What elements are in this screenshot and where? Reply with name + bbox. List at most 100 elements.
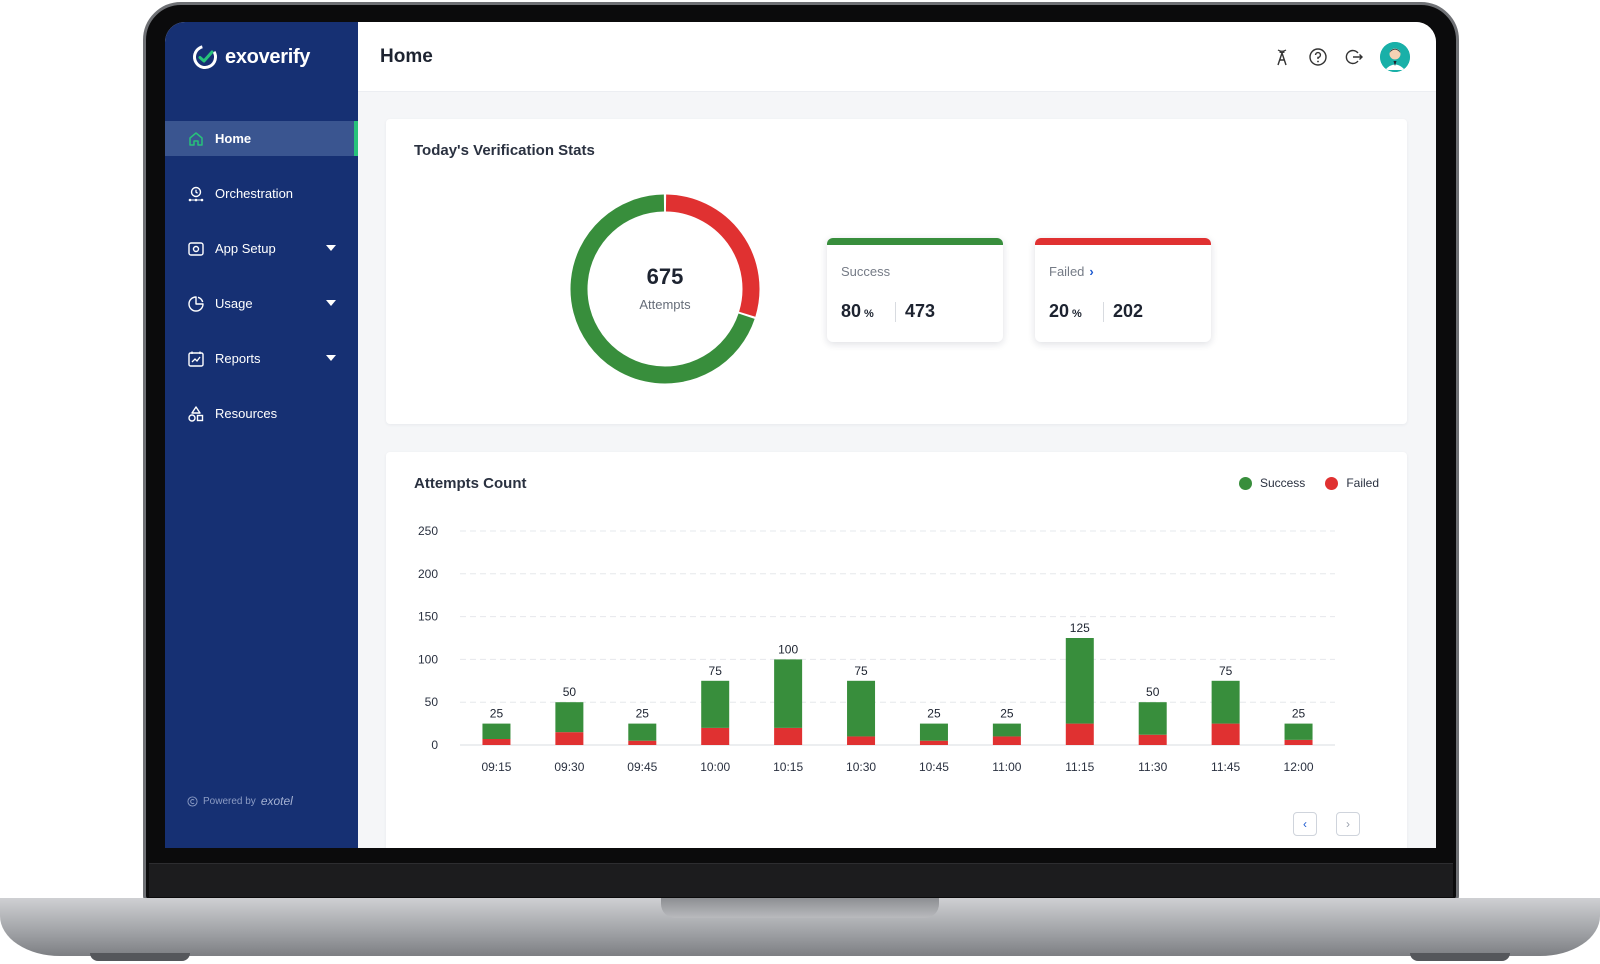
sidebar-item-label: Orchestration <box>215 186 294 201</box>
sidebar-item-app-setup[interactable]: App Setup <box>165 231 358 266</box>
bar-segment-failed[interactable] <box>1284 739 1313 745</box>
bar-total-label: 50 <box>1146 685 1160 699</box>
failed-stat-card[interactable]: Failed › 20% 202 <box>1035 238 1211 342</box>
failed-color-bar <box>1035 238 1211 245</box>
success-count: 473 <box>905 301 936 321</box>
bar-segment-failed[interactable] <box>628 740 657 745</box>
legend-item-failed[interactable]: Failed <box>1325 476 1379 490</box>
chevron-down-icon[interactable] <box>326 245 336 251</box>
sidebar-item-label: Usage <box>215 296 253 311</box>
sidebar: exoverify Home Orchestration App Setup <box>165 22 358 848</box>
sidebar-item-label: Resources <box>215 406 278 421</box>
x-tick-label: 11:45 <box>1211 760 1240 774</box>
donut-slice-failed[interactable] <box>665 194 760 317</box>
bar-segment-failed[interactable] <box>482 739 511 745</box>
sidebar-item-label: Home <box>215 131 252 146</box>
failed-label[interactable]: Failed › <box>1049 264 1094 279</box>
x-tick-label: 10:15 <box>773 760 803 774</box>
attempts-count-card: Attempts Count Success Failed 0 50 100 150 2… <box>386 452 1407 848</box>
legend-dot <box>1325 476 1339 490</box>
powered-by: Powered by exotel <box>187 794 293 808</box>
y-tick-label: 50 <box>425 695 439 709</box>
chevron-down-icon[interactable] <box>326 355 336 361</box>
sidebar-item-resources[interactable]: Resources <box>165 396 358 431</box>
legend-label: Success <box>1259 476 1306 490</box>
laptop-foot-right <box>1410 953 1510 961</box>
bar-segment-success[interactable] <box>701 680 730 728</box>
x-tick-label: 12:00 <box>1284 760 1314 774</box>
bar-segment-success[interactable] <box>1138 702 1167 735</box>
bar-total-label: 50 <box>563 685 577 699</box>
bar-segment-failed[interactable] <box>555 732 584 745</box>
bar-segment-success[interactable] <box>482 723 511 740</box>
legend-label: Failed <box>1346 476 1379 490</box>
bar-segment-success[interactable] <box>847 680 876 737</box>
bar-segment-success[interactable] <box>555 702 584 733</box>
sidebar-item-home[interactable]: Home <box>165 121 358 156</box>
bar-segment-success[interactable] <box>1284 723 1313 740</box>
chevron-right-icon[interactable]: › <box>1089 264 1094 279</box>
next-page-button[interactable]: › <box>1336 812 1360 836</box>
total-attempts-label: Attempts <box>639 297 691 312</box>
brand-logo[interactable]: exoverify <box>192 44 310 70</box>
bar-total-label: 75 <box>854 664 868 678</box>
top-header: Home <box>358 22 1436 92</box>
bar-segment-failed[interactable] <box>701 727 730 745</box>
verification-stats-card: Today's Verification Stats 675 Attempts … <box>386 119 1407 424</box>
bar-segment-success[interactable] <box>1211 680 1240 724</box>
help-icon[interactable] <box>1308 47 1328 67</box>
attempts-bar-chart: 0 50 100 150 200 250 25 09:15 50 09:30 25 09:45 75 10… <box>418 524 1335 774</box>
usage-icon <box>187 295 205 313</box>
chevron-down-icon[interactable] <box>326 300 336 306</box>
bar-total-label: 25 <box>1292 707 1306 721</box>
powered-by-brand: exotel <box>260 794 293 808</box>
bar-segment-failed[interactable] <box>1065 723 1094 745</box>
bar-segment-success[interactable] <box>1065 638 1094 724</box>
bar-segment-failed[interactable] <box>1211 723 1240 745</box>
y-tick-label: 150 <box>418 610 438 624</box>
header-actions <box>1272 42 1410 72</box>
bar-total-label: 25 <box>1000 707 1014 721</box>
chart-legend: Success Failed <box>1238 476 1379 490</box>
bar-segment-success[interactable] <box>919 723 948 741</box>
success-percent: 80% <box>841 301 874 321</box>
bar-segment-success[interactable] <box>992 723 1021 737</box>
orchestration-icon <box>187 185 205 203</box>
x-tick-label: 10:00 <box>700 760 730 774</box>
powered-by-text: Powered by <box>203 795 256 807</box>
x-tick-label: 10:30 <box>846 760 876 774</box>
bar-segment-failed[interactable] <box>1138 734 1167 745</box>
bar-total-label: 75 <box>1219 664 1233 678</box>
sidebar-item-reports[interactable]: Reports <box>165 341 358 376</box>
total-attempts-value: 675 <box>646 264 684 289</box>
logo-check-icon <box>193 45 217 69</box>
sidebar-item-usage[interactable]: Usage <box>165 286 358 321</box>
logout-icon[interactable] <box>1344 47 1364 67</box>
bar-segment-failed[interactable] <box>774 727 803 745</box>
avatar[interactable] <box>1380 42 1410 72</box>
bar-segment-success[interactable] <box>774 659 803 728</box>
divider <box>1103 302 1104 322</box>
sidebar-item-orchestration[interactable]: Orchestration <box>165 176 358 211</box>
x-tick-label: 09:15 <box>481 760 511 774</box>
y-tick-label: 100 <box>418 652 438 666</box>
page-title: Home <box>380 46 433 67</box>
home-icon <box>187 130 205 148</box>
laptop-chin <box>149 863 1453 897</box>
laptop-foot-left <box>90 953 190 961</box>
donut-slice-success[interactable] <box>570 194 755 384</box>
sidebar-item-label: Reports <box>215 351 261 366</box>
tower-icon[interactable] <box>1272 47 1292 67</box>
legend-item-success[interactable]: Success <box>1238 476 1306 490</box>
bar-total-label: 25 <box>490 707 504 721</box>
bar-segment-success[interactable] <box>628 723 657 741</box>
bar-total-label: 75 <box>709 664 723 678</box>
bar-segment-failed[interactable] <box>919 740 948 745</box>
success-label: Success <box>841 264 891 279</box>
prev-page-button[interactable]: ‹ <box>1293 812 1317 836</box>
attempts-donut-chart <box>570 194 760 384</box>
bar-segment-failed[interactable] <box>992 736 1021 745</box>
y-tick-label: 200 <box>418 567 438 581</box>
bar-total-label: 125 <box>1070 621 1090 635</box>
bar-segment-failed[interactable] <box>847 736 876 745</box>
